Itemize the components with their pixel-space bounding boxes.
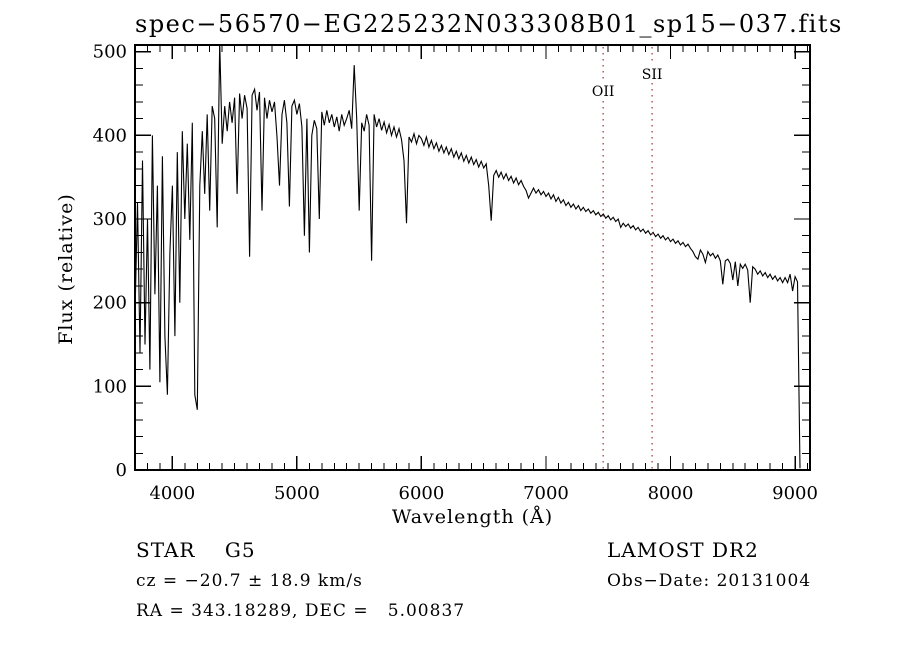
plot-frame	[134, 44, 811, 471]
y-tick-label: 400	[93, 125, 127, 146]
velocity-label: cz = −20.7 ± 18.9 km/s	[136, 571, 363, 591]
y-tick-label: 300	[93, 209, 127, 230]
y-tick-label: 100	[93, 376, 127, 397]
y-axis-label: Flux (relative)	[55, 193, 77, 345]
x-axis-label: Wavelength (Å)	[391, 506, 554, 528]
spectrum-line	[135, 45, 801, 469]
ra-dec-label: RA = 343.18289, DEC = 5.00837	[136, 601, 466, 621]
marker-label-bg	[635, 65, 670, 82]
marker-label-sii: SII	[642, 67, 663, 83]
x-tick-label: 6000	[399, 483, 445, 504]
marker-label-bg	[586, 82, 621, 99]
y-tick-label: 0	[116, 460, 127, 481]
x-tick-label: 4000	[149, 483, 195, 504]
x-tick-label: 7000	[523, 483, 569, 504]
plot-title: spec−56570−EG225232N033308B01_sp15−037.f…	[135, 10, 843, 38]
survey-label: LAMOST DR2	[607, 538, 759, 562]
obs-date-label: Obs−Date: 20131004	[607, 571, 812, 591]
y-tick-label: 500	[93, 42, 127, 63]
x-tick-label: 5000	[274, 483, 320, 504]
x-tick-label: 8000	[648, 483, 694, 504]
x-tick-label: 9000	[772, 483, 818, 504]
y-tick-label: 200	[93, 293, 127, 314]
marker-label-oii: OII	[592, 84, 615, 100]
object-class-label: STAR G5	[136, 538, 256, 562]
